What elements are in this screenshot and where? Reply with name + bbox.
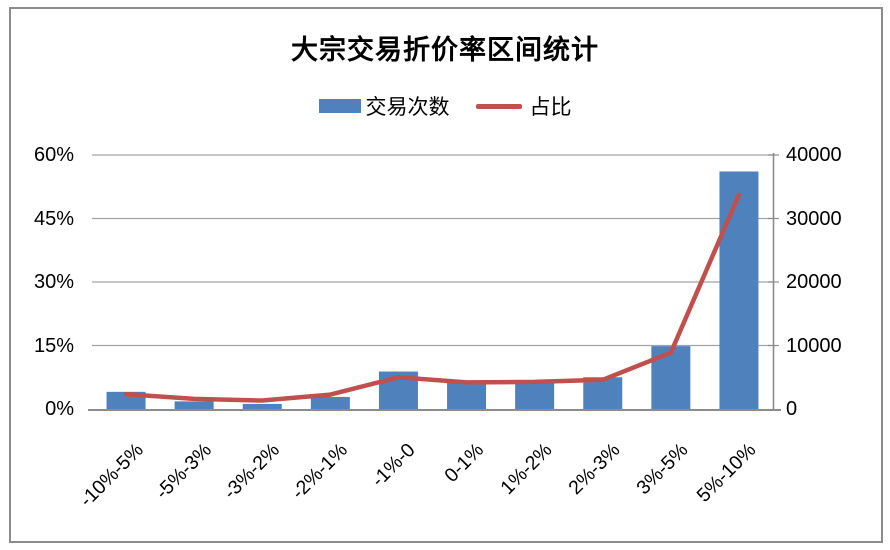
left-axis-tick-label: 60% — [33, 144, 74, 166]
right-axis-tick-label: 30000 — [786, 207, 842, 230]
bar — [174, 401, 214, 409]
legend-line-swatch-icon — [475, 103, 522, 109]
chart-title: 大宗交易折价率区间统计 — [291, 35, 599, 65]
left-axis-tick-label: 15% — [33, 334, 74, 357]
bar — [651, 346, 691, 409]
bar — [515, 383, 555, 409]
legend-label-trade-count: 交易次数 — [365, 96, 450, 119]
left-axis-tick-label: 45% — [33, 207, 74, 230]
right-axis-tick-label: 0 — [786, 398, 798, 420]
right-axis-tick-label: 40000 — [786, 144, 842, 166]
right-axis-tick-label: 10000 — [786, 334, 842, 357]
bar — [583, 377, 623, 409]
left-axis-tick-label: 30% — [33, 271, 74, 293]
legend-label-proportion: 占比 — [529, 96, 572, 119]
legend-bar-swatch-icon — [318, 99, 361, 113]
bar — [447, 382, 487, 409]
bar — [242, 403, 282, 409]
proportion-line — [123, 192, 742, 403]
right-axis-tick-label: 20000 — [786, 271, 842, 293]
legend: 交易次数 占比 — [0, 92, 890, 120]
chart-border — [9, 7, 883, 543]
left-axis-tick-label: 0% — [45, 398, 74, 420]
bar — [310, 396, 350, 409]
bar — [719, 171, 759, 409]
